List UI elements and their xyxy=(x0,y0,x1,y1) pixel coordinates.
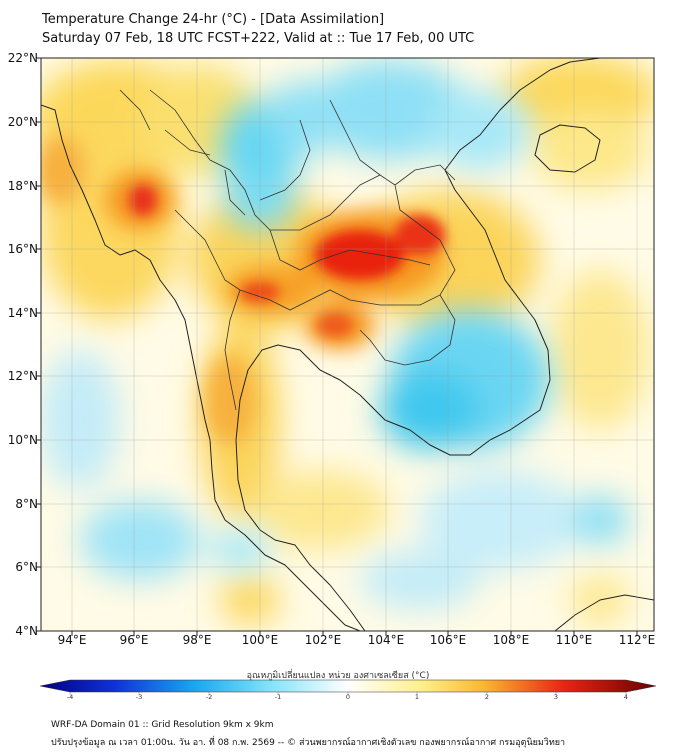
lon-label: 98°E xyxy=(182,633,212,647)
lon-label: 108°E xyxy=(492,633,530,647)
footer-model-info: WRF-DA Domain 01 :: Grid Resolution 9km … xyxy=(51,720,274,730)
admin-borders xyxy=(119,89,456,411)
lon-label: 104°E xyxy=(367,633,405,647)
lat-label: 12°N xyxy=(7,369,38,383)
map-frame xyxy=(40,57,655,632)
colorbar-tick-label: -3 xyxy=(135,693,143,701)
lat-label: 8°N xyxy=(15,497,38,511)
colorbar-tick-label: -4 xyxy=(66,693,74,701)
grid-lines xyxy=(41,57,654,631)
colorbar-tick-label: 0 xyxy=(345,693,351,701)
colorbar-ticks xyxy=(69,692,627,695)
lon-label: 110°E xyxy=(555,633,593,647)
map-title: Temperature Change 24-hr (°C) - [Data As… xyxy=(42,12,385,27)
map-subtitle: Saturday 07 Feb, 18 UTC FCST+222, Valid … xyxy=(42,31,475,46)
lat-label: 10°N xyxy=(7,433,38,447)
axis-ticks xyxy=(36,57,638,636)
colorbar-tick-label: 4 xyxy=(623,693,629,701)
lon-label: 96°E xyxy=(119,633,149,647)
lat-label: 22°N xyxy=(7,51,38,65)
lat-label: 4°N xyxy=(15,624,38,638)
lat-label: 6°N xyxy=(15,560,38,574)
temperature-field xyxy=(41,58,654,631)
lat-label: 20°N xyxy=(7,115,38,129)
colorbar-tick-label: -2 xyxy=(205,693,213,701)
lon-label: 106°E xyxy=(429,633,467,647)
colorbar-title: อุณหภูมิเปลี่ยนแปลง หน่วย องศาเซลเซียส (… xyxy=(246,671,430,681)
lon-label: 100°E xyxy=(241,633,279,647)
colorbar-tick-label: 3 xyxy=(553,693,559,701)
lon-label: 94°E xyxy=(57,633,87,647)
lon-label: 112°E xyxy=(618,633,656,647)
lat-label: 16°N xyxy=(7,242,38,256)
lat-label: 18°N xyxy=(7,179,38,193)
colorbar-tick-label: 1 xyxy=(414,693,420,701)
colorbar-tick-label: 2 xyxy=(484,693,490,701)
lon-label: 102°E xyxy=(304,633,342,647)
lat-label: 14°N xyxy=(7,306,38,320)
colorbar-tick-label: -1 xyxy=(274,693,282,701)
footer-credit: ปรับปรุงข้อมูล ณ เวลา 01:00น. วัน อา. ที… xyxy=(51,738,566,748)
